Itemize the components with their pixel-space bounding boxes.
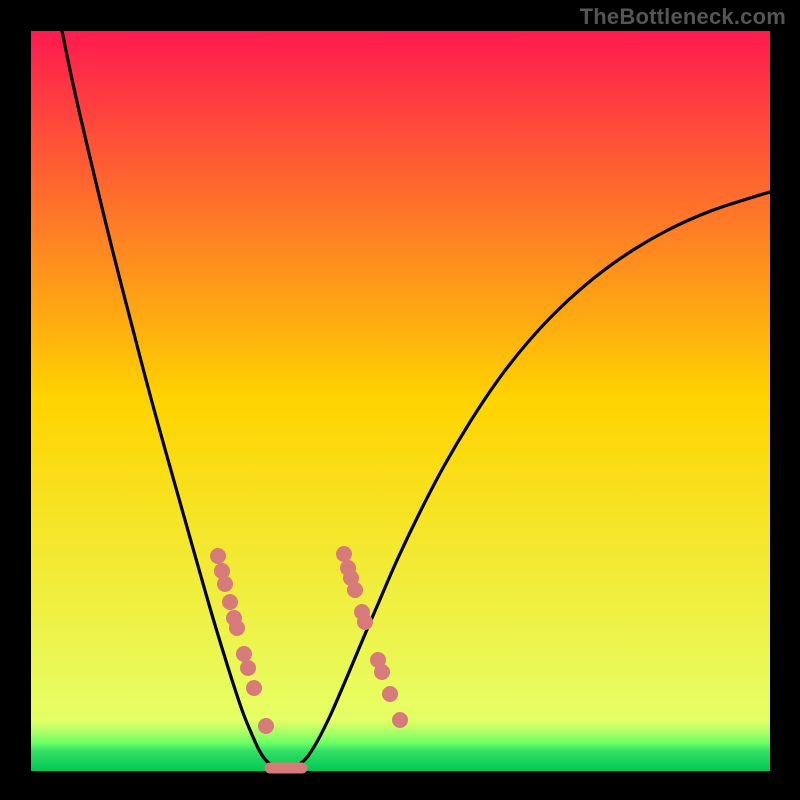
marker-left — [229, 620, 245, 636]
marker-left — [246, 680, 262, 696]
chart-container: TheBottleneck.com — [0, 0, 800, 800]
marker-left — [222, 594, 238, 610]
curve-right — [288, 192, 770, 768]
marker-right — [336, 546, 352, 562]
marker-right — [357, 614, 373, 630]
marker-right — [374, 664, 390, 680]
marker-left — [217, 576, 233, 592]
marker-right — [392, 712, 408, 728]
marker-right — [347, 582, 363, 598]
marker-right — [382, 686, 398, 702]
marker-left — [240, 660, 256, 676]
chart-svg — [0, 0, 800, 800]
marker-left — [236, 646, 252, 662]
marker-left — [258, 718, 274, 734]
watermark-text: TheBottleneck.com — [580, 4, 786, 30]
marker-left — [210, 548, 226, 564]
